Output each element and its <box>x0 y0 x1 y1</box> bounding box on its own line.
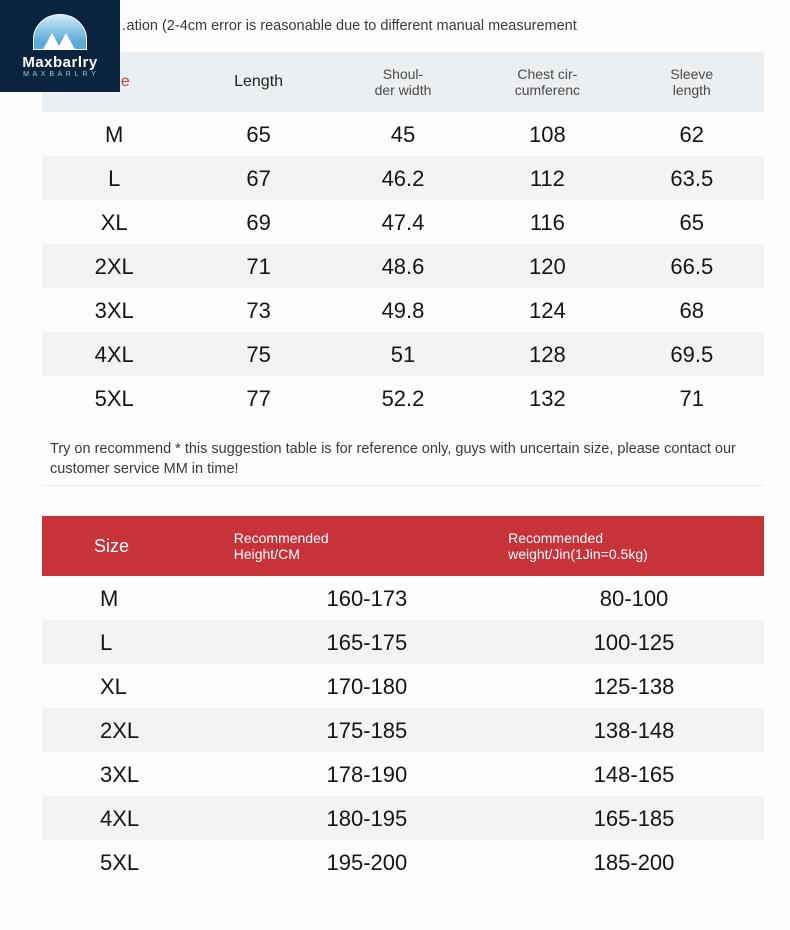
table-cell: 178-190 <box>230 752 504 796</box>
col-weight: Recommended weight/Jin(1Jin=0.5kg) <box>504 516 764 576</box>
table-cell: XL <box>42 200 186 244</box>
table-cell: 69 <box>186 200 330 244</box>
table-cell: 73 <box>186 288 330 332</box>
table-row: 2XL175-185138-148 <box>42 708 764 752</box>
table-cell: 3XL <box>42 752 230 796</box>
table-cell: 65 <box>620 200 764 244</box>
table-cell: XL <box>42 664 230 708</box>
table-cell: 46.2 <box>331 156 475 200</box>
section-divider <box>42 485 764 486</box>
table-cell: 65 <box>186 112 330 156</box>
table-cell: 185-200 <box>504 840 764 884</box>
table-cell: 112 <box>475 156 619 200</box>
table-cell: 180-195 <box>230 796 504 840</box>
table-row: XL6947.411665 <box>42 200 764 244</box>
table-cell: 52.2 <box>331 376 475 420</box>
table-cell: 48.6 <box>331 244 475 288</box>
table-cell: 148-165 <box>504 752 764 796</box>
table-row: XL170-180125-138 <box>42 664 764 708</box>
table-cell: 124 <box>475 288 619 332</box>
table-cell: 63.5 <box>620 156 764 200</box>
table-cell: 170-180 <box>230 664 504 708</box>
table-row: 2XL7148.612066.5 <box>42 244 764 288</box>
table-header-row: Size Recommended Height/CM Recommended w… <box>42 516 764 576</box>
table-cell: 125-138 <box>504 664 764 708</box>
table-row: M160-17380-100 <box>42 576 764 620</box>
table-cell: 80-100 <box>504 576 764 620</box>
table-cell: 75 <box>186 332 330 376</box>
t1-body: M654510862L6746.211263.5XL6947.4116652XL… <box>42 112 764 420</box>
table-header-row: Size Length Shoul- der width Chest cir- … <box>42 52 764 112</box>
table-row: 5XL195-200185-200 <box>42 840 764 884</box>
table-cell: 2XL <box>42 244 186 288</box>
table-cell: 116 <box>475 200 619 244</box>
table-cell: 165-185 <box>504 796 764 840</box>
table-cell: 120 <box>475 244 619 288</box>
table-cell: L <box>42 156 186 200</box>
col-chest: Chest cir- cumferenc <box>475 52 619 112</box>
table-row: 4XL755112869.5 <box>42 332 764 376</box>
table-cell: 108 <box>475 112 619 156</box>
recommendation-note: Try on recommend * this suggestion table… <box>50 440 756 479</box>
table-row: L6746.211263.5 <box>42 156 764 200</box>
col-length: Length <box>186 52 330 112</box>
table-cell: 66.5 <box>620 244 764 288</box>
table-cell: M <box>42 112 186 156</box>
table-cell: 4XL <box>42 332 186 376</box>
table-cell: L <box>42 620 230 664</box>
table-cell: 165-175 <box>230 620 504 664</box>
table-cell: 49.8 <box>331 288 475 332</box>
col-height: Recommended Height/CM <box>230 516 504 576</box>
table-cell: 2XL <box>42 708 230 752</box>
brand-name: Maxbarlry <box>22 54 97 71</box>
table-cell: 175-185 <box>230 708 504 752</box>
table-cell: 45 <box>331 112 475 156</box>
table-cell: 195-200 <box>230 840 504 884</box>
recommendation-table: Size Recommended Height/CM Recommended w… <box>42 516 764 884</box>
table-cell: 138-148 <box>504 708 764 752</box>
col-size: Size <box>42 516 230 576</box>
col-shoulder: Shoul- der width <box>331 52 475 112</box>
table-cell: 128 <box>475 332 619 376</box>
table-cell: 47.4 <box>331 200 475 244</box>
table-cell: 77 <box>186 376 330 420</box>
table-cell: 68 <box>620 288 764 332</box>
t2-body: M160-17380-100L165-175100-125XL170-18012… <box>42 576 764 884</box>
table-row: 4XL180-195165-185 <box>42 796 764 840</box>
col-sleeve: Sleeve length <box>620 52 764 112</box>
mountain-icon <box>33 14 87 50</box>
brand-sub: M A X B A R L R Y <box>23 71 97 78</box>
table-row: 3XL7349.812468 <box>42 288 764 332</box>
table-cell: 71 <box>620 376 764 420</box>
table-cell: 62 <box>620 112 764 156</box>
table-cell: 160-173 <box>230 576 504 620</box>
table-cell: 5XL <box>42 376 186 420</box>
table-cell: 71 <box>186 244 330 288</box>
table-cell: 69.5 <box>620 332 764 376</box>
table-cell: 132 <box>475 376 619 420</box>
size-measurements-table: Size Length Shoul- der width Chest cir- … <box>42 52 764 420</box>
table-row: 5XL7752.213271 <box>42 376 764 420</box>
measurement-note: …ation (2-4cm error is reasonable due to… <box>112 18 764 34</box>
table-cell: 4XL <box>42 796 230 840</box>
table-row: 3XL178-190148-165 <box>42 752 764 796</box>
table-cell: 51 <box>331 332 475 376</box>
table-cell: 67 <box>186 156 330 200</box>
table-cell: 5XL <box>42 840 230 884</box>
table-row: L165-175100-125 <box>42 620 764 664</box>
table-cell: 3XL <box>42 288 186 332</box>
table-cell: 100-125 <box>504 620 764 664</box>
brand-logo: Maxbarlry M A X B A R L R Y <box>0 0 120 92</box>
table-cell: M <box>42 576 230 620</box>
content-area: …ation (2-4cm error is reasonable due to… <box>0 0 790 884</box>
table-row: M654510862 <box>42 112 764 156</box>
